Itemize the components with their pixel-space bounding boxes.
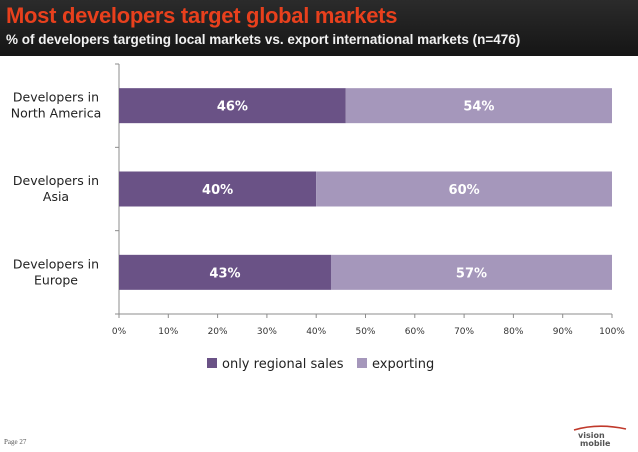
- bar-value-label: 40%: [202, 183, 233, 198]
- legend-swatch-exporting: [357, 358, 367, 368]
- x-tick-label: 40%: [306, 327, 326, 337]
- legend-label-regional-sales: only regional sales: [222, 357, 344, 372]
- bar-regional-sales: [119, 88, 346, 124]
- bar-value-label: 43%: [209, 266, 240, 281]
- stacked-bar-chart: 0% 10% 20% 30% 40% 50% 60% 70% 80% 90% 100% 46% 54% D…: [11, 63, 625, 372]
- page-number: Page 27: [4, 438, 27, 446]
- x-tick-label: 60%: [405, 327, 425, 337]
- category-label: Developers in Europe: [13, 256, 99, 287]
- category-label: Developers in Asia: [13, 173, 99, 204]
- svg-text:vision: vision: [578, 431, 605, 440]
- bar-exporting: [316, 171, 612, 207]
- category-label-line: Developers in: [13, 173, 99, 188]
- category-label-line: Asia: [43, 189, 69, 204]
- legend-swatch-regional-sales: [207, 358, 217, 368]
- legend-label-exporting: exporting: [372, 357, 434, 372]
- x-tick-label: 90%: [553, 327, 573, 337]
- x-tick-label: 80%: [503, 327, 523, 337]
- chart-subtitle: % of developers targeting local markets …: [6, 32, 521, 47]
- x-tick-label: 20%: [208, 327, 228, 337]
- bar-value-label: 54%: [463, 100, 494, 115]
- category-label: Developers in North America: [11, 90, 102, 121]
- x-tick-label: 0%: [112, 327, 127, 337]
- vision-mobile-logo: vision mobile: [573, 425, 627, 448]
- bar-value-label: 46%: [217, 100, 248, 115]
- x-tick-label: 100%: [599, 327, 625, 337]
- bar-value-label: 57%: [456, 266, 487, 281]
- bar-regional-sales: [119, 254, 331, 290]
- bar-exporting: [330, 254, 612, 290]
- category-label-line: Europe: [34, 272, 78, 287]
- bar-regional-sales: [119, 171, 317, 207]
- bar-value-label: 60%: [449, 183, 480, 198]
- chart-title: Most developers target global markets: [6, 3, 398, 28]
- category-label-line: Developers in: [13, 256, 99, 271]
- x-tick-label: 10%: [158, 327, 178, 337]
- category-label-line: Developers in: [13, 90, 99, 105]
- category-label-line: North America: [11, 106, 102, 121]
- x-tick-label: 50%: [355, 327, 375, 337]
- svg-text:mobile: mobile: [580, 439, 611, 448]
- header-banner: Most developers target global markets % …: [0, 0, 638, 56]
- bar-exporting: [345, 88, 612, 124]
- x-tick-label: 30%: [257, 327, 277, 337]
- x-tick-label: 70%: [454, 327, 474, 337]
